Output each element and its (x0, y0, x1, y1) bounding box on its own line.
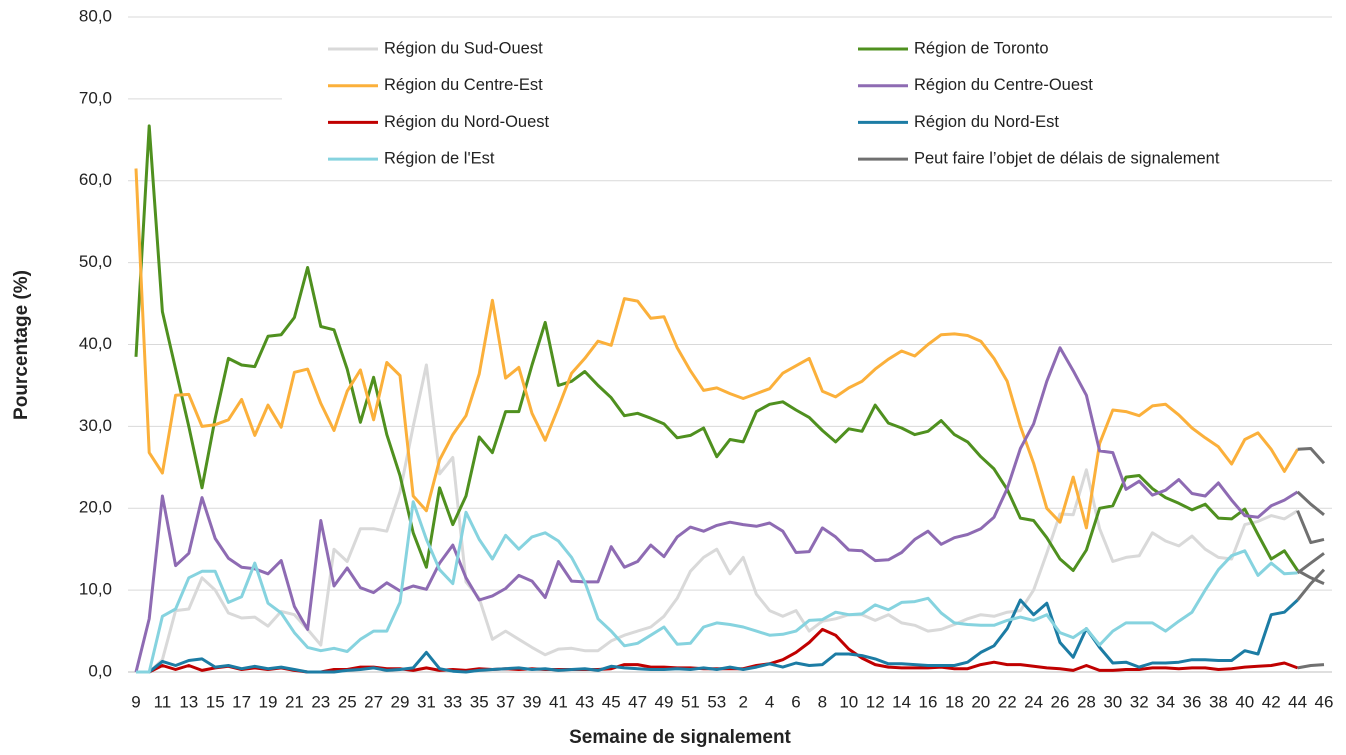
x-tick-label: 35 (470, 692, 489, 711)
x-tick-label: 39 (523, 692, 542, 711)
y-axis-title: Pourcentage (%) (11, 270, 32, 420)
series-line (134, 168, 1299, 530)
x-tick-label: 15 (206, 692, 225, 711)
x-tick-label: 36 (1183, 692, 1202, 711)
delay-segment (1296, 510, 1325, 545)
x-tick-label: 37 (496, 692, 515, 711)
x-tick-label: 22 (998, 692, 1017, 711)
series-line (136, 598, 1299, 674)
x-tick-label: 14 (892, 692, 911, 711)
x-tick-label: 43 (575, 692, 594, 711)
x-tick-label: 34 (1156, 692, 1175, 711)
x-tick-label: 33 (443, 692, 462, 711)
x-tick-label: 32 (1130, 692, 1149, 711)
legend-label: Région de Toronto (914, 39, 1049, 57)
x-tick-label: 31 (417, 692, 436, 711)
y-tick-label: 60,0 (79, 170, 112, 189)
series-line (136, 627, 1299, 674)
legend-background (282, 24, 1332, 172)
x-tick-label: 42 (1262, 692, 1281, 711)
y-tick-label: 80,0 (79, 6, 112, 25)
x-tick-label: 27 (364, 692, 383, 711)
x-tick-label: 21 (285, 692, 304, 711)
x-axis-title: Semaine de signalement (569, 727, 791, 748)
x-tick-label: 13 (179, 692, 198, 711)
delay-segment (1297, 663, 1325, 670)
series-line (136, 500, 1298, 674)
x-tick-label: 6 (791, 692, 800, 711)
legend-label: Région du Nord-Ouest (384, 113, 550, 131)
delay-segment (1296, 568, 1326, 601)
y-tick-label: 10,0 (79, 580, 112, 599)
y-tick-label: 30,0 (79, 416, 112, 435)
x-tick-label: 17 (232, 692, 251, 711)
x-tick-label: 49 (655, 692, 674, 711)
x-tick-label: 46 (1315, 692, 1334, 711)
legend-label: Région du Nord-Est (914, 113, 1059, 131)
delay-segment (1296, 490, 1325, 516)
x-tick-label: 12 (866, 692, 885, 711)
x-tick-label: 2 (738, 692, 747, 711)
y-tick-label: 20,0 (79, 498, 112, 517)
legend-label: Région du Sud-Ouest (384, 39, 543, 57)
x-tick-label: 25 (338, 692, 357, 711)
series-line (136, 363, 1299, 674)
x-tick-label: 40 (1235, 692, 1254, 711)
delay-segment (1296, 569, 1325, 585)
x-tick-label: 9 (131, 692, 140, 711)
x-tick-label: 24 (1024, 692, 1043, 711)
delay-segment (1297, 447, 1326, 465)
x-tick-label: 29 (391, 692, 410, 711)
x-tick-label: 20 (971, 692, 990, 711)
x-tick-label: 30 (1103, 692, 1122, 711)
y-tick-label: 0,0 (88, 661, 112, 680)
x-tick-label: 8 (818, 692, 827, 711)
x-tick-label: 18 (945, 692, 964, 711)
x-tick-label: 53 (707, 692, 726, 711)
x-tick-label: 11 (154, 692, 172, 711)
legend-label: Peut faire l’objet de délais de signalem… (914, 149, 1220, 167)
legend-label: Région de l'Est (384, 149, 495, 167)
x-tick-label: 38 (1209, 692, 1228, 711)
x-tick-label: 45 (602, 692, 621, 711)
x-tick-label: 51 (681, 692, 700, 711)
x-tick-label: 44 (1288, 692, 1307, 711)
x-tick-label: 10 (839, 692, 858, 711)
x-tick-label: 41 (549, 692, 568, 711)
y-tick-label: 40,0 (79, 334, 112, 353)
legend-label: Région du Centre-Ouest (914, 76, 1093, 94)
x-tick-label: 16 (919, 692, 938, 711)
x-tick-label: 4 (765, 692, 774, 711)
series-line (134, 124, 1299, 572)
x-tick-label: 23 (311, 692, 330, 711)
delay-segment (1296, 552, 1325, 575)
x-tick-label: 19 (259, 692, 278, 711)
y-tick-label: 70,0 (79, 88, 112, 107)
x-tick-label: 47 (628, 692, 647, 711)
y-tick-label: 50,0 (79, 252, 112, 271)
series-line (134, 346, 1299, 673)
legend-label: Région du Centre-Est (384, 76, 543, 94)
x-tick-label: 28 (1077, 692, 1096, 711)
x-tick-label: 26 (1051, 692, 1070, 711)
